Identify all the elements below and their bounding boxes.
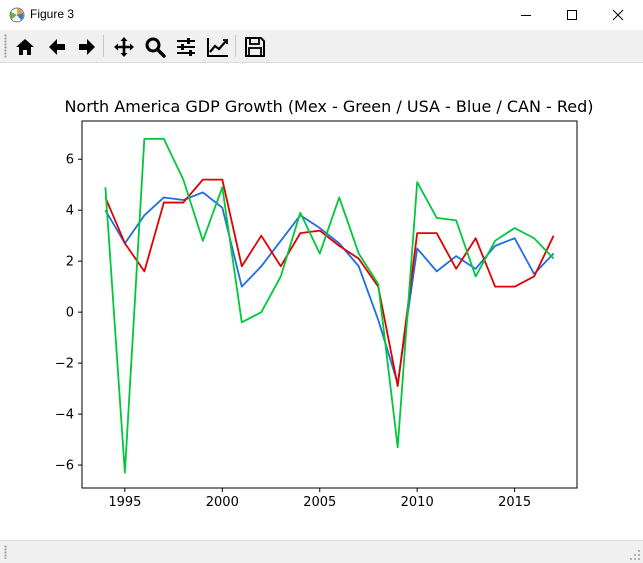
toolbar-separator	[235, 35, 236, 57]
magnifier-icon	[145, 37, 166, 58]
toolbar-grip[interactable]	[4, 34, 7, 58]
home-icon	[16, 39, 34, 55]
edit-axes-button[interactable]	[205, 34, 231, 60]
subplots-button[interactable]	[173, 34, 199, 60]
sliders-icon	[177, 38, 195, 56]
floppy-disk-icon	[245, 37, 265, 57]
zoom-button[interactable]	[142, 34, 168, 60]
statusbar-grip	[4, 545, 7, 559]
minimize-button[interactable]	[503, 0, 549, 30]
chart-title: North America GDP Growth (Mex - Green / …	[64, 97, 593, 116]
x-tick-label: 1995	[108, 495, 141, 510]
close-icon	[612, 9, 624, 21]
line-chart-icon	[207, 38, 228, 57]
y-tick-label: 0	[66, 306, 74, 321]
series-line-2	[104, 137, 555, 474]
status-bar	[0, 540, 643, 563]
close-button[interactable]	[595, 0, 641, 30]
x-tick-label: 2000	[206, 495, 239, 510]
resize-grip-icon[interactable]	[629, 549, 641, 561]
x-tick-label: 2010	[401, 495, 434, 510]
y-tick-label: −4	[55, 408, 74, 423]
series-line-0	[104, 191, 555, 385]
y-tick-label: −6	[55, 459, 74, 474]
matplotlib-figure-icon	[9, 7, 25, 23]
move-icon	[114, 37, 134, 57]
back-button[interactable]	[44, 34, 70, 60]
maximize-button[interactable]	[549, 0, 595, 30]
navigation-toolbar	[0, 30, 643, 63]
y-tick-label: 2	[66, 255, 74, 270]
x-tick-label: 2015	[498, 495, 531, 510]
line-chart: North America GDP Growth (Mex - Green / …	[55, 97, 594, 510]
y-tick-label: −2	[55, 357, 74, 372]
toolbar-separator	[103, 35, 104, 57]
arrow-left-icon	[49, 39, 65, 55]
window-title: Figure 3	[30, 7, 75, 21]
save-button[interactable]	[242, 34, 268, 60]
pan-button[interactable]	[111, 34, 137, 60]
arrow-right-icon	[79, 39, 95, 55]
figure-canvas[interactable]: North America GDP Growth (Mex - Green / …	[0, 63, 643, 540]
minimize-icon	[521, 15, 531, 16]
y-tick-label: 4	[66, 204, 74, 219]
x-tick-label: 2005	[303, 495, 336, 510]
forward-button[interactable]	[74, 34, 100, 60]
series-line-1	[104, 178, 555, 387]
home-button[interactable]	[12, 34, 38, 60]
plot-area	[81, 120, 578, 489]
maximize-icon	[567, 10, 577, 20]
y-tick-label: 6	[66, 153, 74, 168]
window-titlebar: Figure 3	[0, 0, 643, 30]
